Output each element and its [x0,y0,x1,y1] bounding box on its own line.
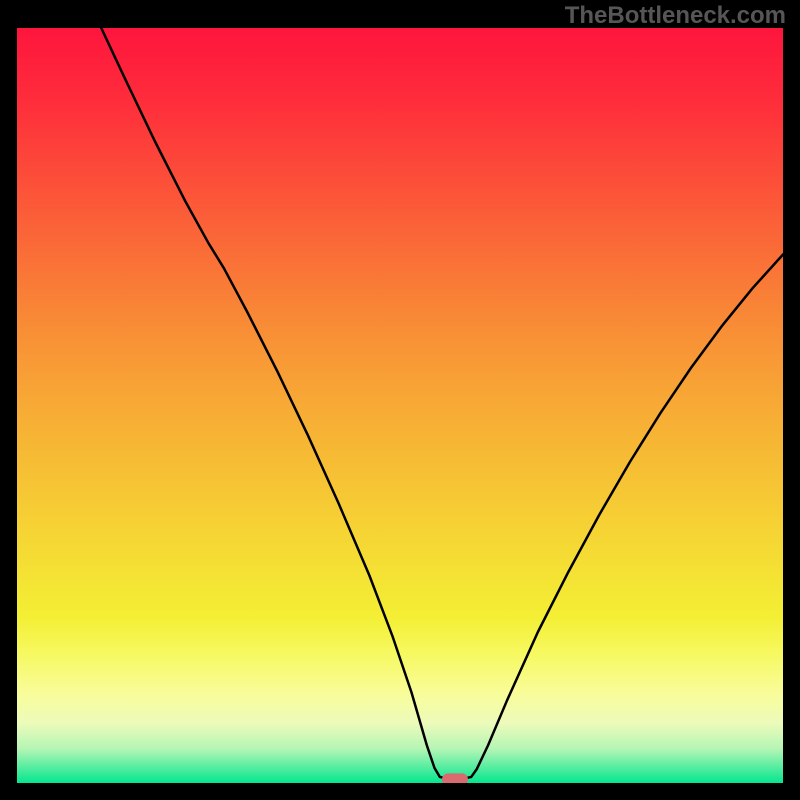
optimal-marker [442,774,468,783]
bottleneck-curve [17,28,783,783]
chart-frame: TheBottleneck.com [0,0,800,800]
watermark-text: TheBottleneck.com [565,2,786,30]
plot-area [17,28,783,783]
